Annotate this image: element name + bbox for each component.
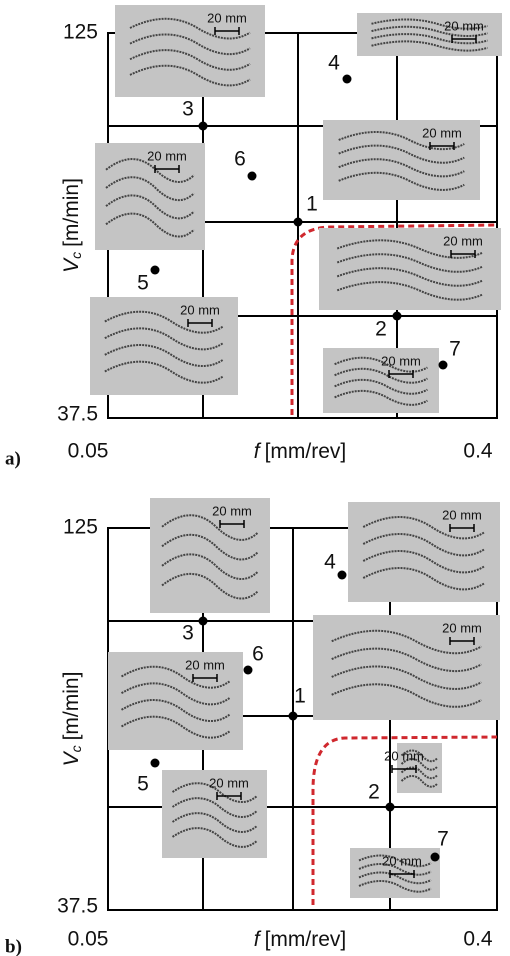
point-label: 3 bbox=[182, 98, 194, 121]
scale-label: 20 mm bbox=[443, 233, 483, 248]
x-right-label: 0.4 bbox=[463, 440, 493, 463]
point-label: 6 bbox=[252, 643, 264, 666]
figure: 20 mm 20 mm 20 mm 20 mm 20 mm 20 mm 20 mm 1 2 3 4 5… bbox=[0, 0, 510, 956]
point bbox=[244, 666, 253, 675]
point bbox=[439, 361, 448, 370]
scale-label: 20 mm bbox=[444, 18, 484, 33]
point bbox=[151, 759, 160, 768]
y-axis-label: Vc[m/min] bbox=[60, 672, 84, 767]
point-label: 6 bbox=[234, 148, 246, 171]
scale-label: 20 mm bbox=[185, 657, 225, 672]
x-left-label: 0.05 bbox=[68, 928, 109, 951]
x-symbol: f bbox=[254, 440, 262, 463]
scale-label: 20 mm bbox=[422, 125, 462, 140]
y-unit: [m/min] bbox=[60, 672, 83, 741]
point-label: 1 bbox=[306, 193, 318, 216]
y-bottom-label: 37.5 bbox=[57, 403, 98, 426]
point bbox=[199, 122, 208, 131]
point bbox=[151, 266, 160, 275]
point-label: 5 bbox=[137, 773, 149, 796]
y-unit: [m/min] bbox=[60, 178, 83, 247]
panel-label: b) bbox=[5, 936, 22, 956]
point-label: 2 bbox=[375, 318, 387, 341]
y-axis-label: Vc[m/min] bbox=[60, 178, 84, 273]
point bbox=[386, 803, 395, 812]
x-axis-label: f[mm/rev] bbox=[254, 440, 347, 463]
x-right-label: 0.4 bbox=[463, 928, 493, 951]
scale-label: 20 mm bbox=[212, 503, 252, 518]
point-label: 3 bbox=[182, 622, 194, 645]
x-symbol: f bbox=[254, 928, 262, 951]
scale-label: 20 mm bbox=[207, 10, 247, 25]
x-unit: [mm/rev] bbox=[265, 928, 347, 951]
scale-label: 20 mm bbox=[209, 775, 249, 790]
point bbox=[343, 75, 352, 84]
panel: 20 mm 20 mm 20 mm 20 mm 20 mm 20 mm 20 mm 1 2 3 4 5… bbox=[5, 498, 500, 956]
scale-label: 20 mm bbox=[384, 748, 424, 763]
y-top-label: 125 bbox=[63, 516, 98, 539]
point bbox=[431, 853, 440, 862]
point bbox=[338, 571, 347, 580]
scale-label: 20 mm bbox=[180, 302, 220, 317]
panel-label: a) bbox=[5, 448, 21, 469]
point-label: 1 bbox=[294, 685, 306, 708]
point-label: 4 bbox=[324, 551, 336, 574]
point bbox=[248, 172, 257, 181]
point-label: 7 bbox=[449, 338, 461, 361]
scale-label: 20 mm bbox=[147, 148, 187, 163]
y-bottom-label: 37.5 bbox=[57, 895, 98, 918]
scale-label: 20 mm bbox=[442, 507, 482, 522]
point bbox=[393, 312, 402, 321]
point-label: 2 bbox=[368, 781, 380, 804]
scale-label: 20 mm bbox=[381, 353, 421, 368]
scale-label: 20 mm bbox=[442, 620, 482, 635]
y-subscript: c bbox=[68, 252, 84, 259]
y-subscript: c bbox=[68, 745, 84, 752]
x-left-label: 0.05 bbox=[68, 440, 109, 463]
x-unit: [mm/rev] bbox=[265, 440, 347, 463]
point bbox=[294, 218, 303, 227]
point-label: 7 bbox=[437, 828, 449, 851]
panel: 20 mm 20 mm 20 mm 20 mm 20 mm 20 mm 20 mm 1 2 3 4 5… bbox=[5, 5, 502, 469]
point-label: 5 bbox=[137, 272, 149, 295]
scale-label: 20 mm bbox=[382, 853, 422, 868]
x-axis-label: f[mm/rev] bbox=[254, 928, 347, 951]
point bbox=[199, 617, 208, 626]
point bbox=[289, 712, 298, 721]
point-label: 4 bbox=[328, 52, 340, 75]
y-top-label: 125 bbox=[63, 21, 98, 44]
